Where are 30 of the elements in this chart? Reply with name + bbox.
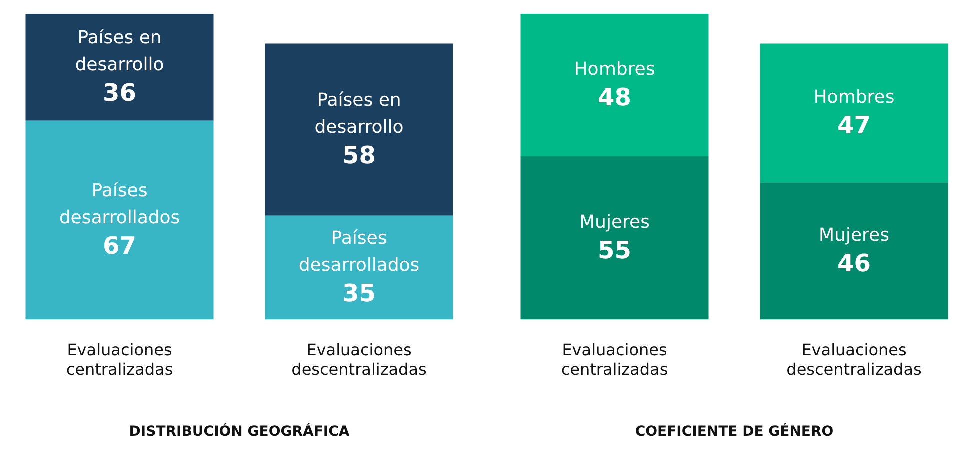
data-label: 35 xyxy=(342,280,376,308)
bar xyxy=(26,14,214,121)
bar xyxy=(265,44,454,216)
series-label: Países en desarrollo xyxy=(75,28,164,76)
data-label: 46 xyxy=(838,250,871,278)
series-label: Mujeres xyxy=(819,225,890,246)
data-label: 67 xyxy=(103,232,136,260)
text: Países en desarrollo xyxy=(314,90,404,138)
text: Hombres xyxy=(574,58,656,80)
data-label: 58 xyxy=(342,142,376,170)
text: Países desarrollados xyxy=(59,180,180,229)
bar xyxy=(265,216,454,320)
text: DISTRIBUCIÓN GEOGRÁFICA xyxy=(129,423,350,440)
x-tick-label: Evaluaciones centralizadas xyxy=(66,340,174,379)
x-tick-label: Evaluaciones descentralizadas xyxy=(292,340,427,379)
data-label: 55 xyxy=(598,236,632,264)
data-label: 36 xyxy=(103,79,136,108)
series-label: Países desarrollados xyxy=(298,228,420,276)
data-label: 47 xyxy=(838,112,871,140)
series-label: Hombres xyxy=(814,87,895,108)
data-label: 48 xyxy=(598,83,632,112)
x-tick-label: Evaluaciones centralizadas xyxy=(561,340,668,379)
bar xyxy=(760,44,948,184)
bar xyxy=(520,14,709,157)
bar xyxy=(26,120,214,320)
bar xyxy=(520,156,709,320)
text: Mujeres xyxy=(580,212,650,233)
bar xyxy=(760,183,948,320)
x-tick-label: Evaluaciones descentralizadas xyxy=(786,340,922,379)
text: COEFICIENTE DE GÉNERO xyxy=(635,423,834,440)
